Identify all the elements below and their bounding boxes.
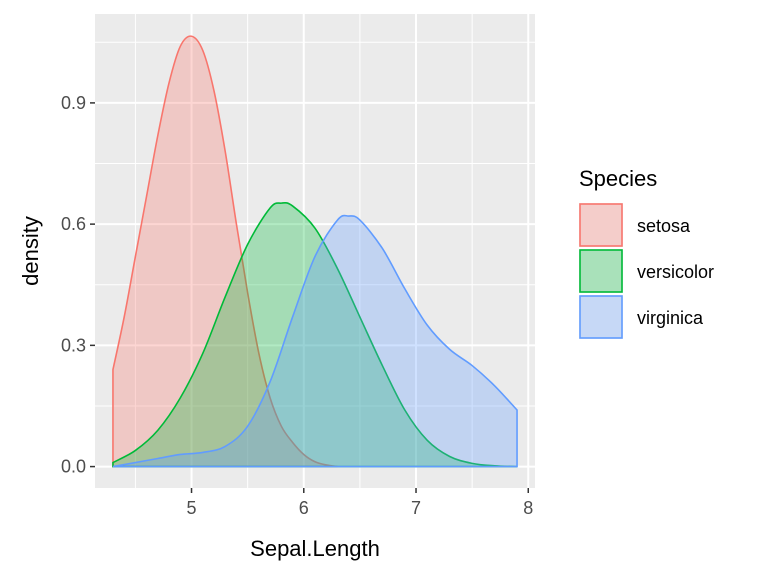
x-tick-label: 7 [411, 498, 421, 518]
y-tick-label: 0.6 [61, 214, 86, 234]
legend: Species setosa versicolor virginica [579, 166, 714, 339]
density-area-versicolor [112, 201, 518, 468]
y-axis: 0.0 0.3 0.6 0.9 [61, 93, 95, 477]
density-areas [112, 35, 518, 468]
legend-key-background [579, 249, 623, 293]
y-tick-label: 0.9 [61, 93, 86, 113]
legend-label-versicolor: versicolor [637, 262, 714, 282]
legend-key-versicolor [579, 249, 623, 293]
x-tick-label: 5 [187, 498, 197, 518]
major-gridlines [95, 14, 535, 488]
y-tick-label: 0.3 [61, 335, 86, 355]
x-tick-label: 6 [299, 498, 309, 518]
legend-label-virginica: virginica [637, 308, 704, 328]
y-axis-title: density [18, 216, 43, 286]
legend-label-setosa: setosa [637, 216, 691, 236]
x-axis-title: Sepal.Length [250, 536, 380, 561]
x-tick-label: 8 [523, 498, 533, 518]
legend-key-setosa [579, 203, 623, 247]
legend-title: Species [579, 166, 657, 191]
density-area-virginica [112, 214, 518, 468]
legend-key-background [579, 295, 623, 339]
y-tick-label: 0.0 [61, 457, 86, 477]
legend-key-virginica [579, 295, 623, 339]
panel-background [95, 14, 535, 488]
minor-gridlines [95, 14, 535, 488]
density-area-setosa [112, 35, 338, 468]
legend-key-background [579, 203, 623, 247]
x-axis: 5 6 7 8 [187, 488, 533, 518]
